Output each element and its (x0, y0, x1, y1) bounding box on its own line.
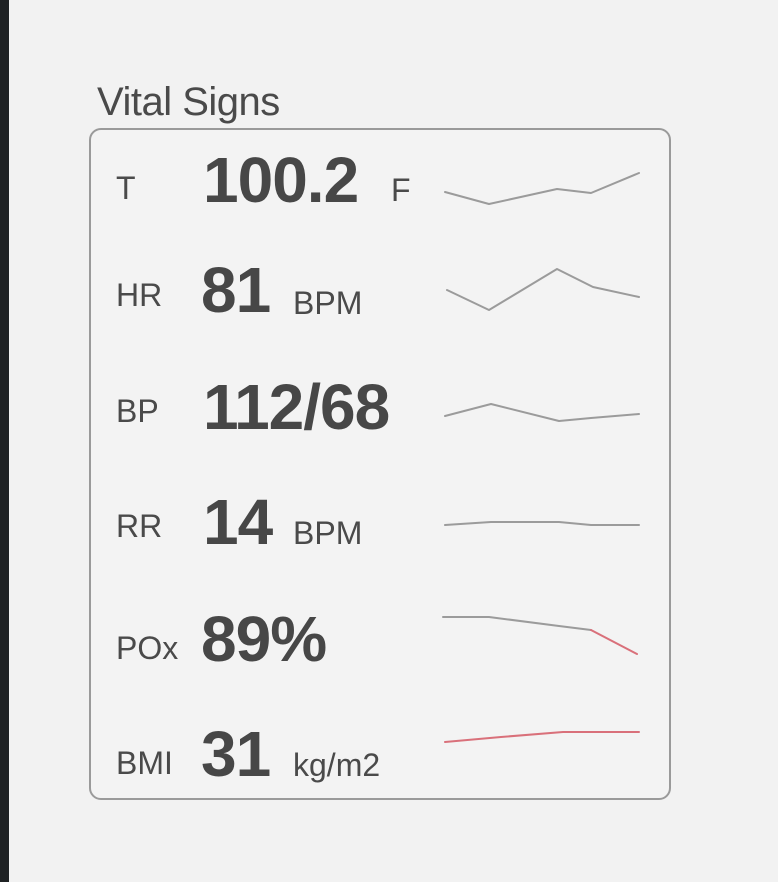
vital-row-body-mass-index: BMI 31 kg/m2 (91, 715, 673, 815)
trend-line (444, 731, 640, 743)
vital-row-heart-rate: HR 81 BPM (91, 255, 673, 355)
trend-line (442, 616, 592, 631)
window-edge (0, 0, 9, 882)
vital-unit: F (391, 172, 411, 208)
trend-line (444, 521, 640, 526)
vital-abbr: HR (116, 277, 163, 313)
trend-line (444, 403, 640, 422)
body-mass-index-trend-sparkline (444, 731, 640, 743)
vital-abbr: BP (116, 393, 159, 429)
vital-row-blood-pressure: BP 112/68 (91, 370, 673, 470)
vital-value: 89% (201, 603, 327, 675)
vital-value: 112/68 (203, 371, 390, 443)
vital-value: 31 (201, 718, 271, 790)
panel-title: Vital Signs (97, 80, 280, 124)
blood-pressure-trend-sparkline (444, 403, 640, 422)
trend-line (444, 172, 640, 205)
vital-row-respiratory-rate: RR 14 BPM (91, 485, 673, 585)
vital-abbr: T (116, 170, 136, 206)
vital-unit: kg/m2 (293, 747, 381, 783)
abnormal-trend-segment (590, 629, 638, 655)
vital-value: 100.2 (203, 144, 359, 216)
respiratory-rate-trend-sparkline (444, 521, 640, 526)
vital-row-pulse-oximetry: POx 89% (91, 600, 673, 700)
pulse-oximetry-trend-sparkline (442, 616, 638, 655)
vital-value: 81 (201, 254, 271, 326)
trend-line (446, 268, 640, 311)
vital-unit: BPM (293, 515, 363, 551)
vital-value: 14 (203, 486, 273, 558)
temperature-trend-sparkline (444, 172, 640, 205)
vital-row-temperature: T 100.2 F (91, 140, 673, 240)
vital-unit: BPM (293, 285, 363, 321)
vital-abbr: POx (116, 630, 179, 666)
vital-abbr: BMI (116, 745, 173, 781)
vitals-card: T 100.2 F HR 81 BPM BP 112/68 RR 14 BPM … (89, 128, 671, 800)
vital-abbr: RR (116, 508, 163, 544)
heart-rate-trend-sparkline (446, 268, 640, 311)
